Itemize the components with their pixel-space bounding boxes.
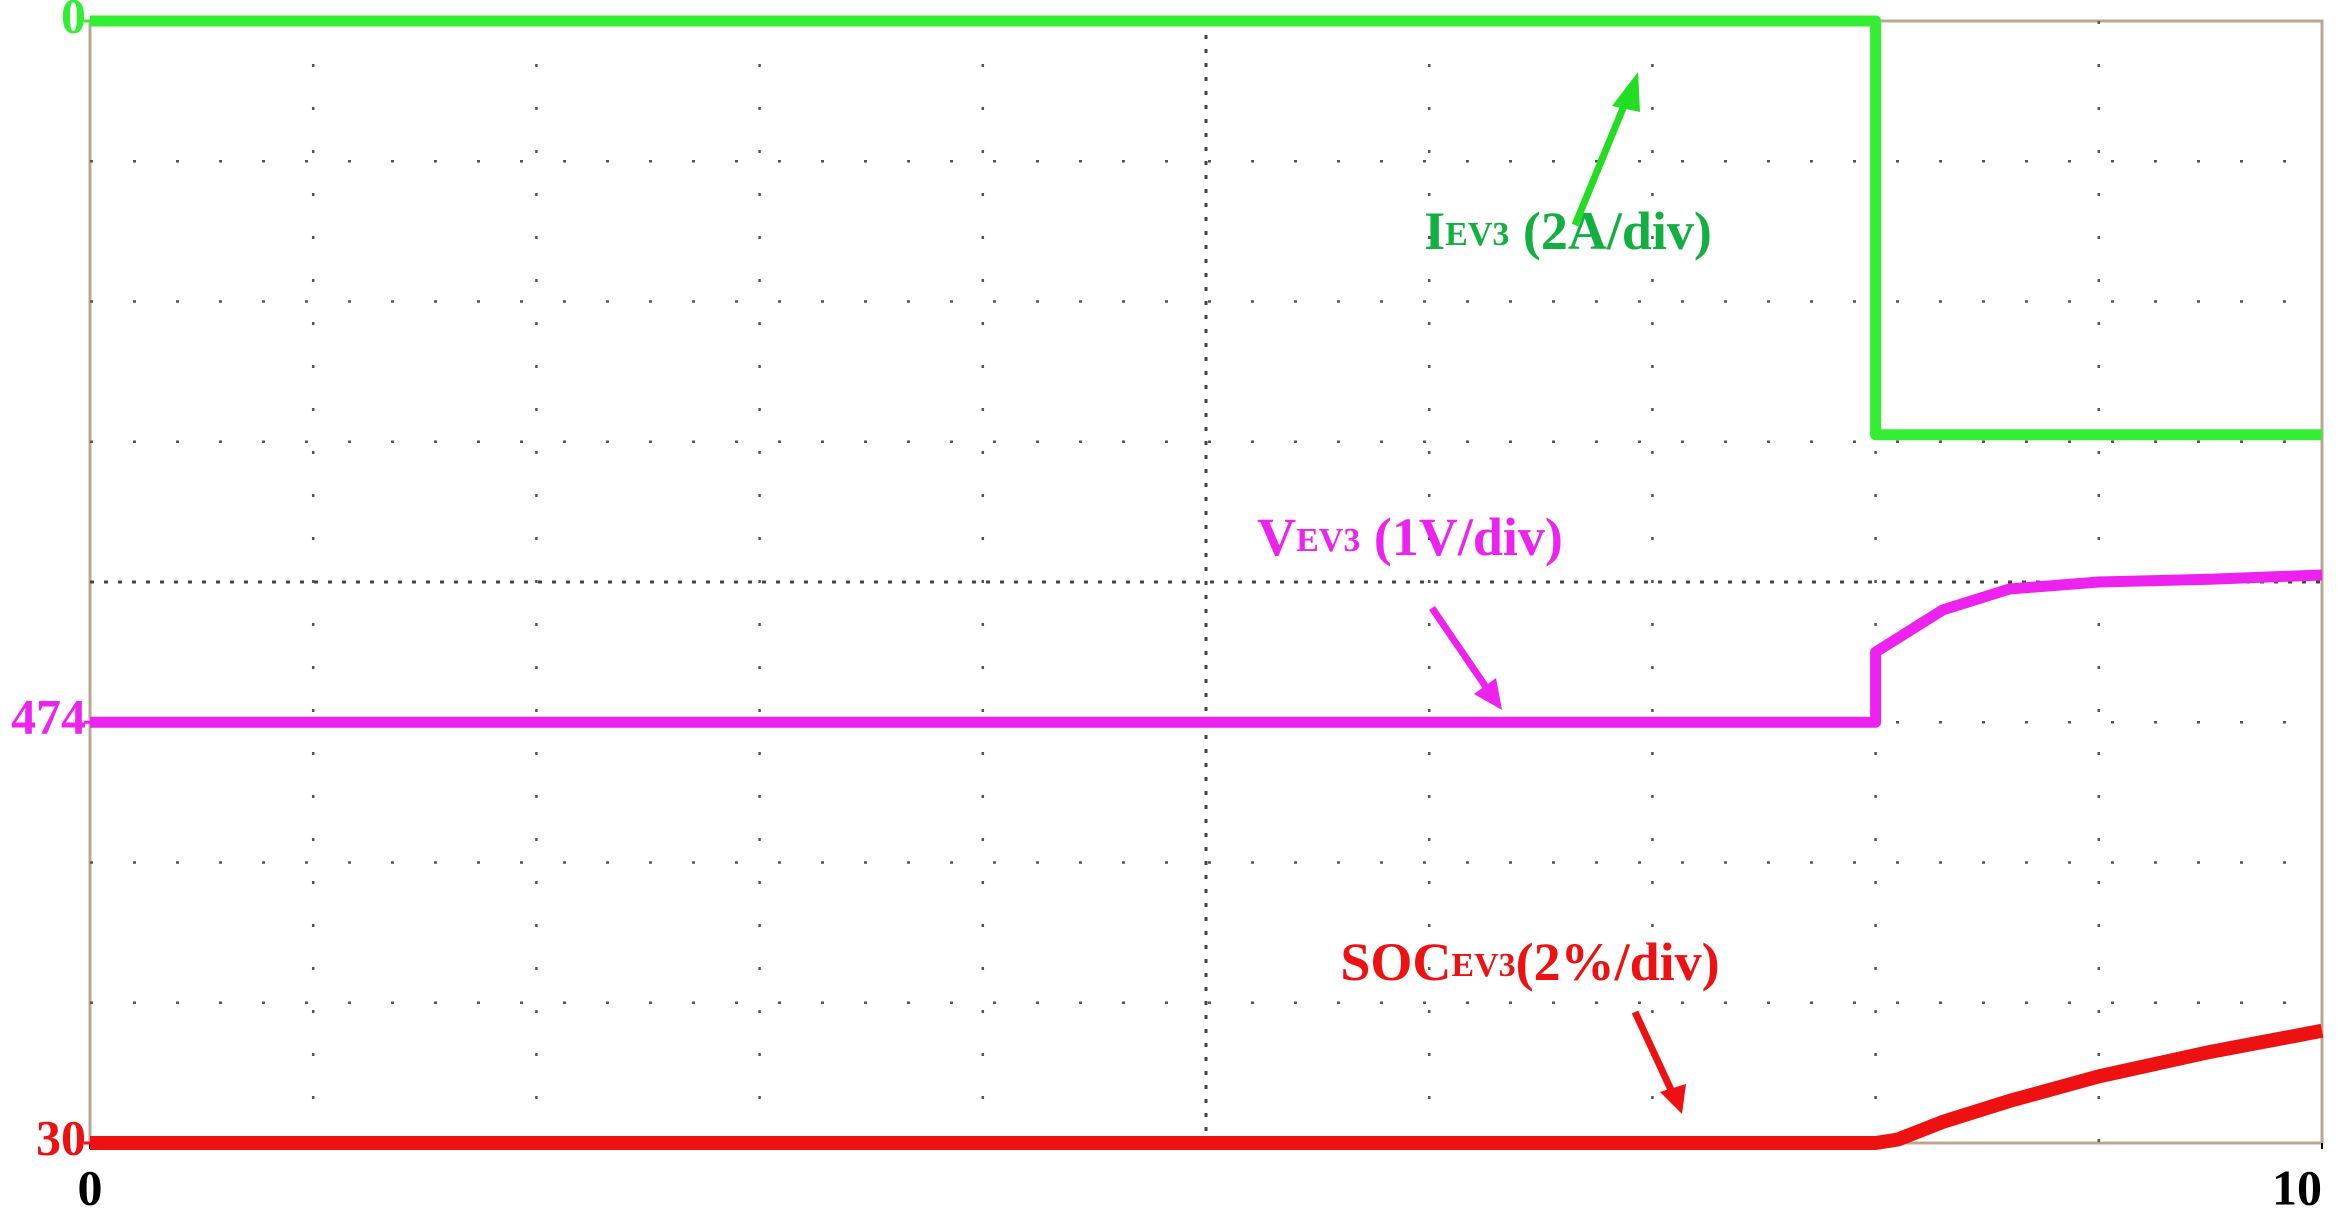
arrow-head: [1660, 1084, 1686, 1114]
annotation-sub: EV3: [1296, 522, 1360, 559]
trace-annotation: SOCEV3(2%/div): [1340, 932, 1719, 992]
arrow-head: [1474, 678, 1502, 710]
annotation-main: I: [1424, 201, 1445, 261]
x-tick-label: 10: [2272, 1159, 2322, 1215]
y-tick-label: 0: [61, 0, 86, 43]
annotation-sub: EV3: [1445, 216, 1509, 253]
annotation-main: V: [1257, 507, 1296, 567]
arrows: [1429, 72, 1686, 1114]
x-tick-label: 0: [78, 1159, 103, 1215]
annotation-main: SOC: [1340, 932, 1451, 992]
trace-2: [90, 1023, 2324, 1150]
trace-annotation: VEV3 (1V/div): [1257, 507, 1563, 567]
trace-annotation: IEV3 (2A/div): [1424, 201, 1712, 261]
annotation-rest: (2A/div): [1509, 201, 1712, 261]
arrow: [1429, 606, 1491, 692]
arrow: [1571, 94, 1632, 227]
traces: [90, 15, 2324, 1150]
annotation-rest: (1V/div): [1360, 507, 1563, 567]
annotation-rest: (2%/div): [1516, 932, 1720, 992]
arrow-head: [1612, 72, 1640, 112]
trace-1: [90, 569, 2323, 728]
y-tick-label: 30: [36, 1109, 86, 1165]
trace-0: [90, 15, 2322, 441]
arrow: [1631, 1010, 1676, 1094]
y-tick-label: 474: [11, 689, 86, 745]
annotation-sub: EV3: [1451, 947, 1515, 984]
